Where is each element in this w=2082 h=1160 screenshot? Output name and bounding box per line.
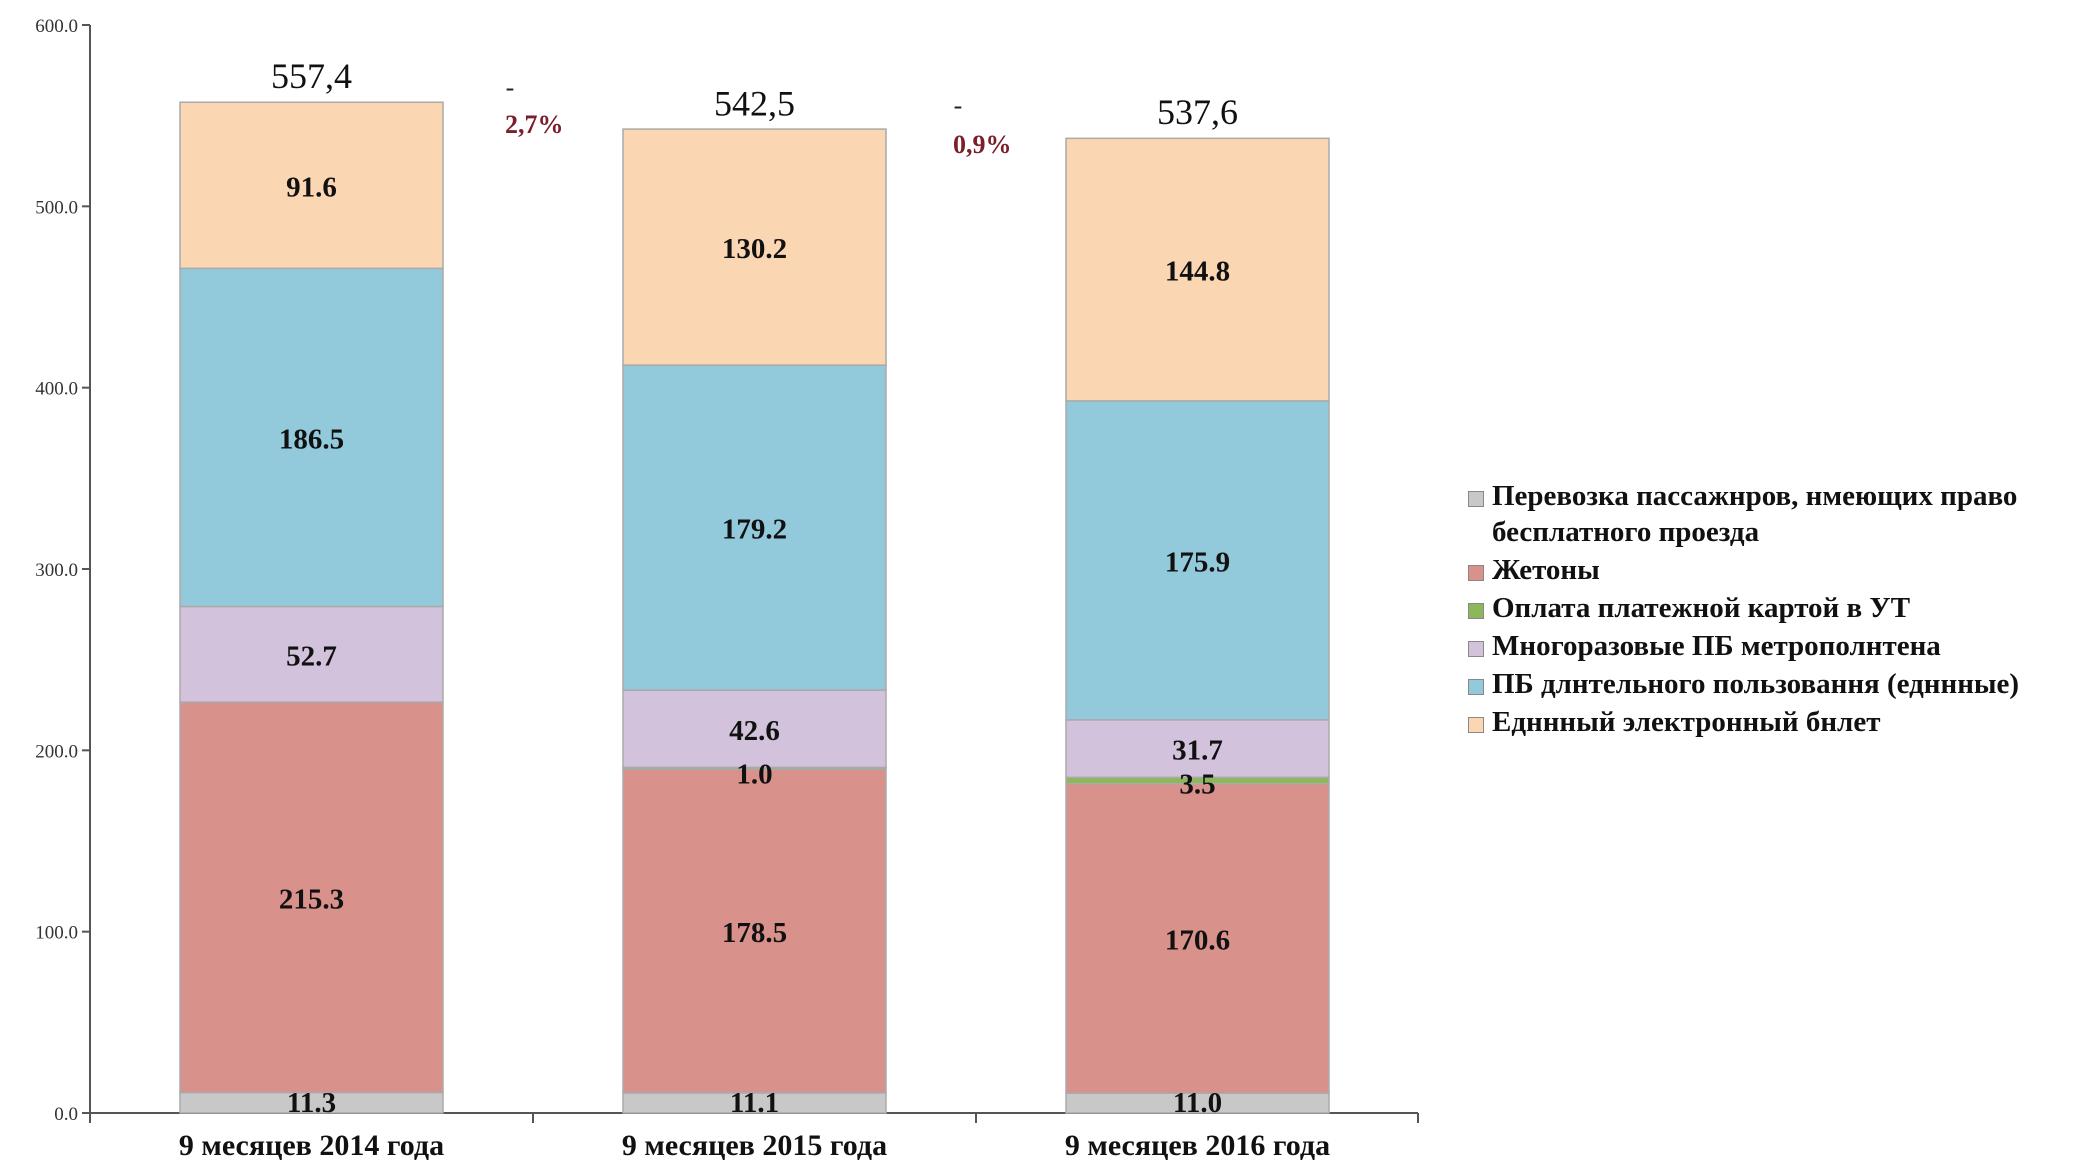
- segment-value-label: 144.8: [1165, 256, 1230, 288]
- x-category-label: 9 месяцев 2015 года: [622, 1129, 887, 1160]
- change-percent-label: 2,7%: [505, 110, 564, 139]
- segment-value-label: 130.2: [722, 233, 787, 265]
- segment-value-label: 178.5: [722, 917, 787, 949]
- bar-total-label: 537,6: [1157, 92, 1238, 132]
- y-tick-label: 600.0: [35, 16, 78, 37]
- bar-segment-single_ticket: [622, 128, 887, 366]
- segment-value-label: 42.6: [729, 715, 780, 747]
- legend-swatch: [1468, 679, 1484, 695]
- bar-segment-metro_reusable: [622, 689, 887, 769]
- segment-value-label: 11.1: [730, 1087, 779, 1119]
- legend: Перевозка пассажнров, нмеющих право бесп…: [1468, 478, 2082, 742]
- change-dash: -: [954, 91, 963, 120]
- legend-swatch: [1468, 603, 1484, 619]
- bar-segment-single_ticket: [1065, 137, 1330, 402]
- bar-segment-single_ticket: [179, 101, 444, 270]
- segment-value-label: 3.5: [1179, 768, 1215, 800]
- segment-value-label: 179.2: [722, 514, 787, 546]
- bar-segment-tokens: [179, 701, 444, 1094]
- bar-segment-long_term: [1065, 400, 1330, 721]
- legend-item: Едннный электронный бнлет: [1468, 704, 2082, 740]
- x-category-label: 9 месяцев 2014 года: [179, 1129, 444, 1160]
- legend-item: Жетоны: [1468, 552, 2082, 588]
- segment-value-label: 52.7: [286, 640, 337, 672]
- legend-label: Многоразовые ПБ метрополнтена: [1492, 630, 1941, 662]
- segment-value-label: 11.3: [287, 1087, 336, 1119]
- segment-value-label: 91.6: [286, 171, 337, 203]
- bar-segment-tokens: [622, 768, 887, 1094]
- bar-segment-tokens: [1065, 782, 1330, 1094]
- legend-swatch: [1468, 641, 1484, 657]
- y-tick-label: 0.0: [54, 1104, 78, 1125]
- legend-swatch: [1468, 491, 1484, 507]
- y-tick-label: 500.0: [35, 197, 78, 218]
- legend-item: Перевозка пассажнров, нмеющих право бесп…: [1468, 478, 2082, 550]
- bar-total-label: 557,4: [271, 56, 352, 96]
- y-tick-label: 100.0: [35, 923, 78, 944]
- legend-item: ПБ длнтельного пользовання (едннные): [1468, 666, 2082, 702]
- segment-value-label: 31.7: [1172, 735, 1223, 767]
- bar-total-label: 542,5: [714, 83, 795, 123]
- legend-item: Многоразовые ПБ метрополнтена: [1468, 628, 2082, 664]
- x-category-label: 9 месяцев 2016 года: [1065, 1129, 1330, 1160]
- y-tick-label: 200.0: [35, 741, 78, 762]
- y-tick-label: 300.0: [35, 560, 78, 581]
- segment-value-label: 1.0: [736, 758, 772, 790]
- segment-value-label: 170.6: [1165, 924, 1230, 956]
- segment-value-label: 11.0: [1173, 1087, 1222, 1119]
- legend-label: Перевозка пассажнров, нмеющих право бесп…: [1492, 480, 2018, 548]
- segment-value-label: 215.3: [279, 883, 344, 915]
- legend-label: ПБ длнтельного пользовання (едннные): [1492, 668, 2020, 700]
- legend-label: Едннный электронный бнлет: [1492, 706, 1881, 738]
- legend-label: Жетоны: [1492, 554, 1600, 586]
- change-dash: -: [506, 73, 515, 102]
- bar-segment-metro_reusable: [179, 605, 444, 703]
- legend-swatch: [1468, 717, 1484, 733]
- stacked-bar-chart: 0.0 100.0 200.0 300.0 400.0 500.0 600.0 11.3 215…: [35, 16, 1419, 1160]
- segment-value-label: 175.9: [1165, 546, 1230, 578]
- legend-item: Оплата платежной картой в УТ: [1468, 590, 2082, 626]
- legend-swatch: [1468, 565, 1484, 581]
- y-tick-label: 400.0: [35, 379, 78, 400]
- bar-segment-long_term: [179, 267, 444, 608]
- change-percent-label: 0,9%: [953, 130, 1012, 159]
- legend-label: Оплата платежной картой в УТ: [1492, 592, 1911, 624]
- segment-value-label: 186.5: [279, 423, 344, 455]
